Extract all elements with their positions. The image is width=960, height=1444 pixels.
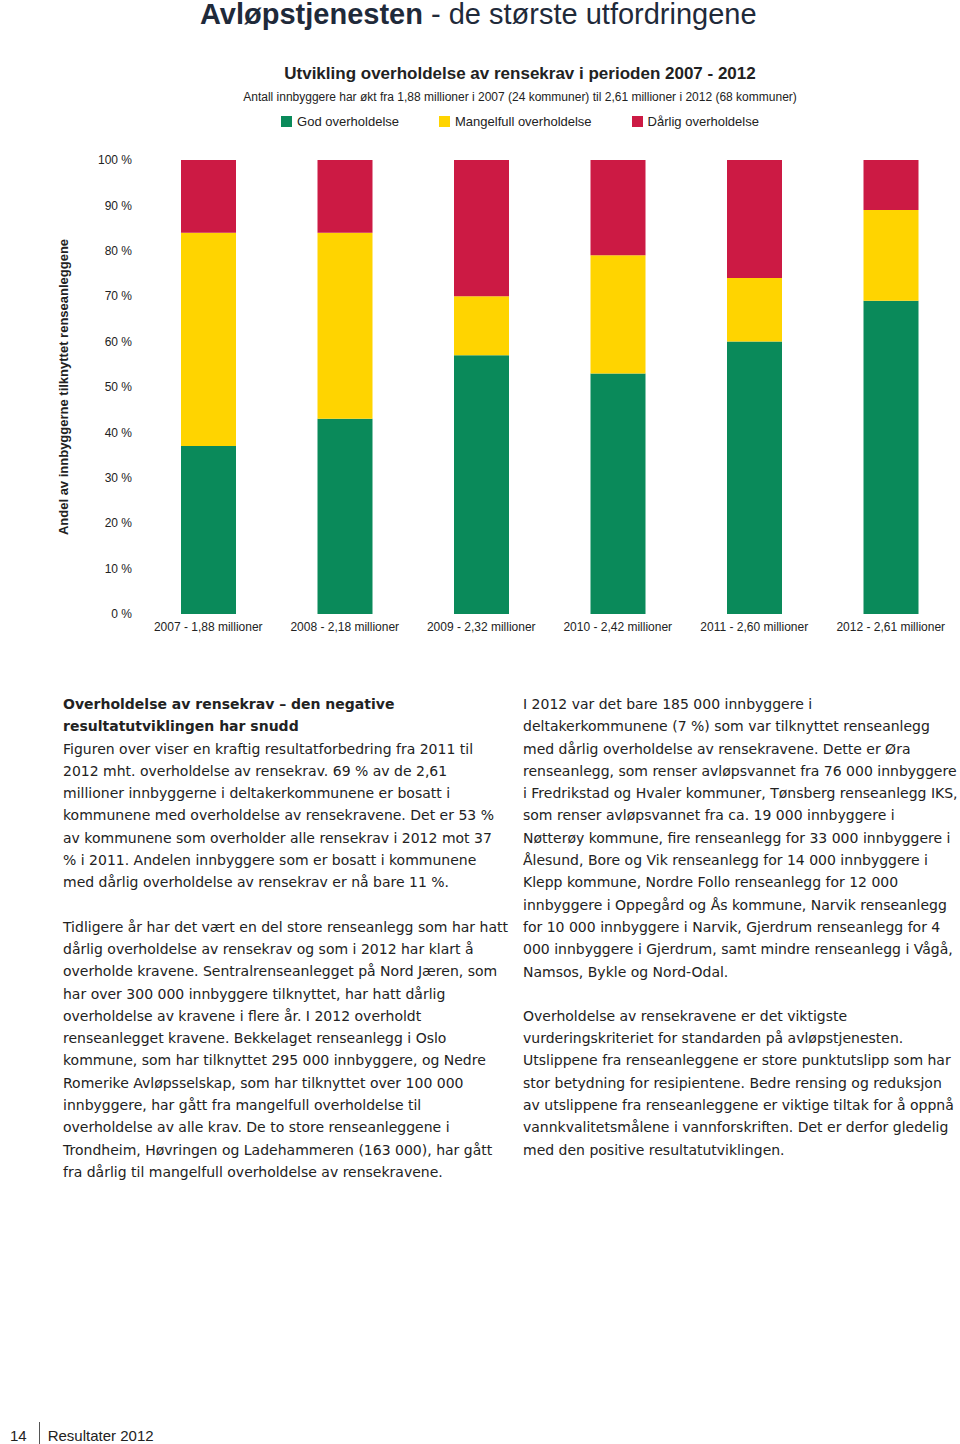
svg-text:40 %: 40 % xyxy=(105,426,133,440)
svg-text:2009 - 2,32 millioner: 2009 - 2,32 millioner xyxy=(427,620,536,634)
html-text:Andel av innbyggerne tilknytte: Andel av innbyggerne tilknyttet renseanl… xyxy=(56,238,71,536)
svg-text:10 %: 10 % xyxy=(105,562,133,576)
html-text:Resultater 2012: Resultater 2012 xyxy=(47,1426,154,1444)
svg-text:60 %: 60 % xyxy=(105,335,133,349)
svg-text:100 %: 100 % xyxy=(98,153,132,167)
svg-text:80 %: 80 % xyxy=(105,244,133,258)
svg-text:50 %: 50 % xyxy=(105,380,133,394)
html-text:Overholdelse av rensekravene e: Overholdelse av rensekravene er det vikt… xyxy=(523,1007,954,1158)
svg-text:2008 - 2,18 millioner: 2008 - 2,18 millioner xyxy=(290,620,399,634)
html-text:God overholdelse: God overholdelse xyxy=(297,114,399,129)
svg-text:20 %: 20 % xyxy=(105,516,133,530)
svg-text:0 %: 0 % xyxy=(111,607,132,621)
html-text:Utvikling overholdelse av rens: Utvikling overholdelse av rensekrav i pe… xyxy=(284,64,756,83)
svg-text:70 %: 70 % xyxy=(105,289,133,303)
svg-text:2010 - 2,42 millioner: 2010 - 2,42 millioner xyxy=(563,620,672,634)
svg-text:2011 - 2,60 millioner: 2011 - 2,60 millioner xyxy=(700,620,808,634)
svg-text:2012 - 2,61 millioner: 2012 - 2,61 millioner xyxy=(836,620,945,634)
svg-text:2007 - 1,88 millioner: 2007 - 1,88 millioner xyxy=(154,620,263,634)
svg-text:30 %: 30 % xyxy=(105,471,133,485)
html-text:14: 14 xyxy=(10,1426,27,1444)
html-text:Overholdelse av rensekrav – de: Overholdelse av rensekrav – den negative… xyxy=(63,696,395,735)
svg-text:90 %: 90 % xyxy=(105,199,133,213)
html-text:I 2012 var det bare 185 000 in: I 2012 var det bare 185 000 innbyggere i… xyxy=(523,696,958,980)
html-text:Figuren over viser en kraftig: Figuren over viser en kraftig resultatfo… xyxy=(63,740,494,891)
html-text:Mangelfull overholdelse: Mangelfull overholdelse xyxy=(455,114,592,129)
html-text:Dårlig overholdelse: Dårlig overholdelse xyxy=(647,114,759,129)
html-text:Antall innbyggere har økt fra: Antall innbyggere har økt fra 1,88 milli… xyxy=(243,90,797,104)
html-text:Tidligere år har det vært en d: Tidligere år har det vært en del store r… xyxy=(63,918,508,1180)
